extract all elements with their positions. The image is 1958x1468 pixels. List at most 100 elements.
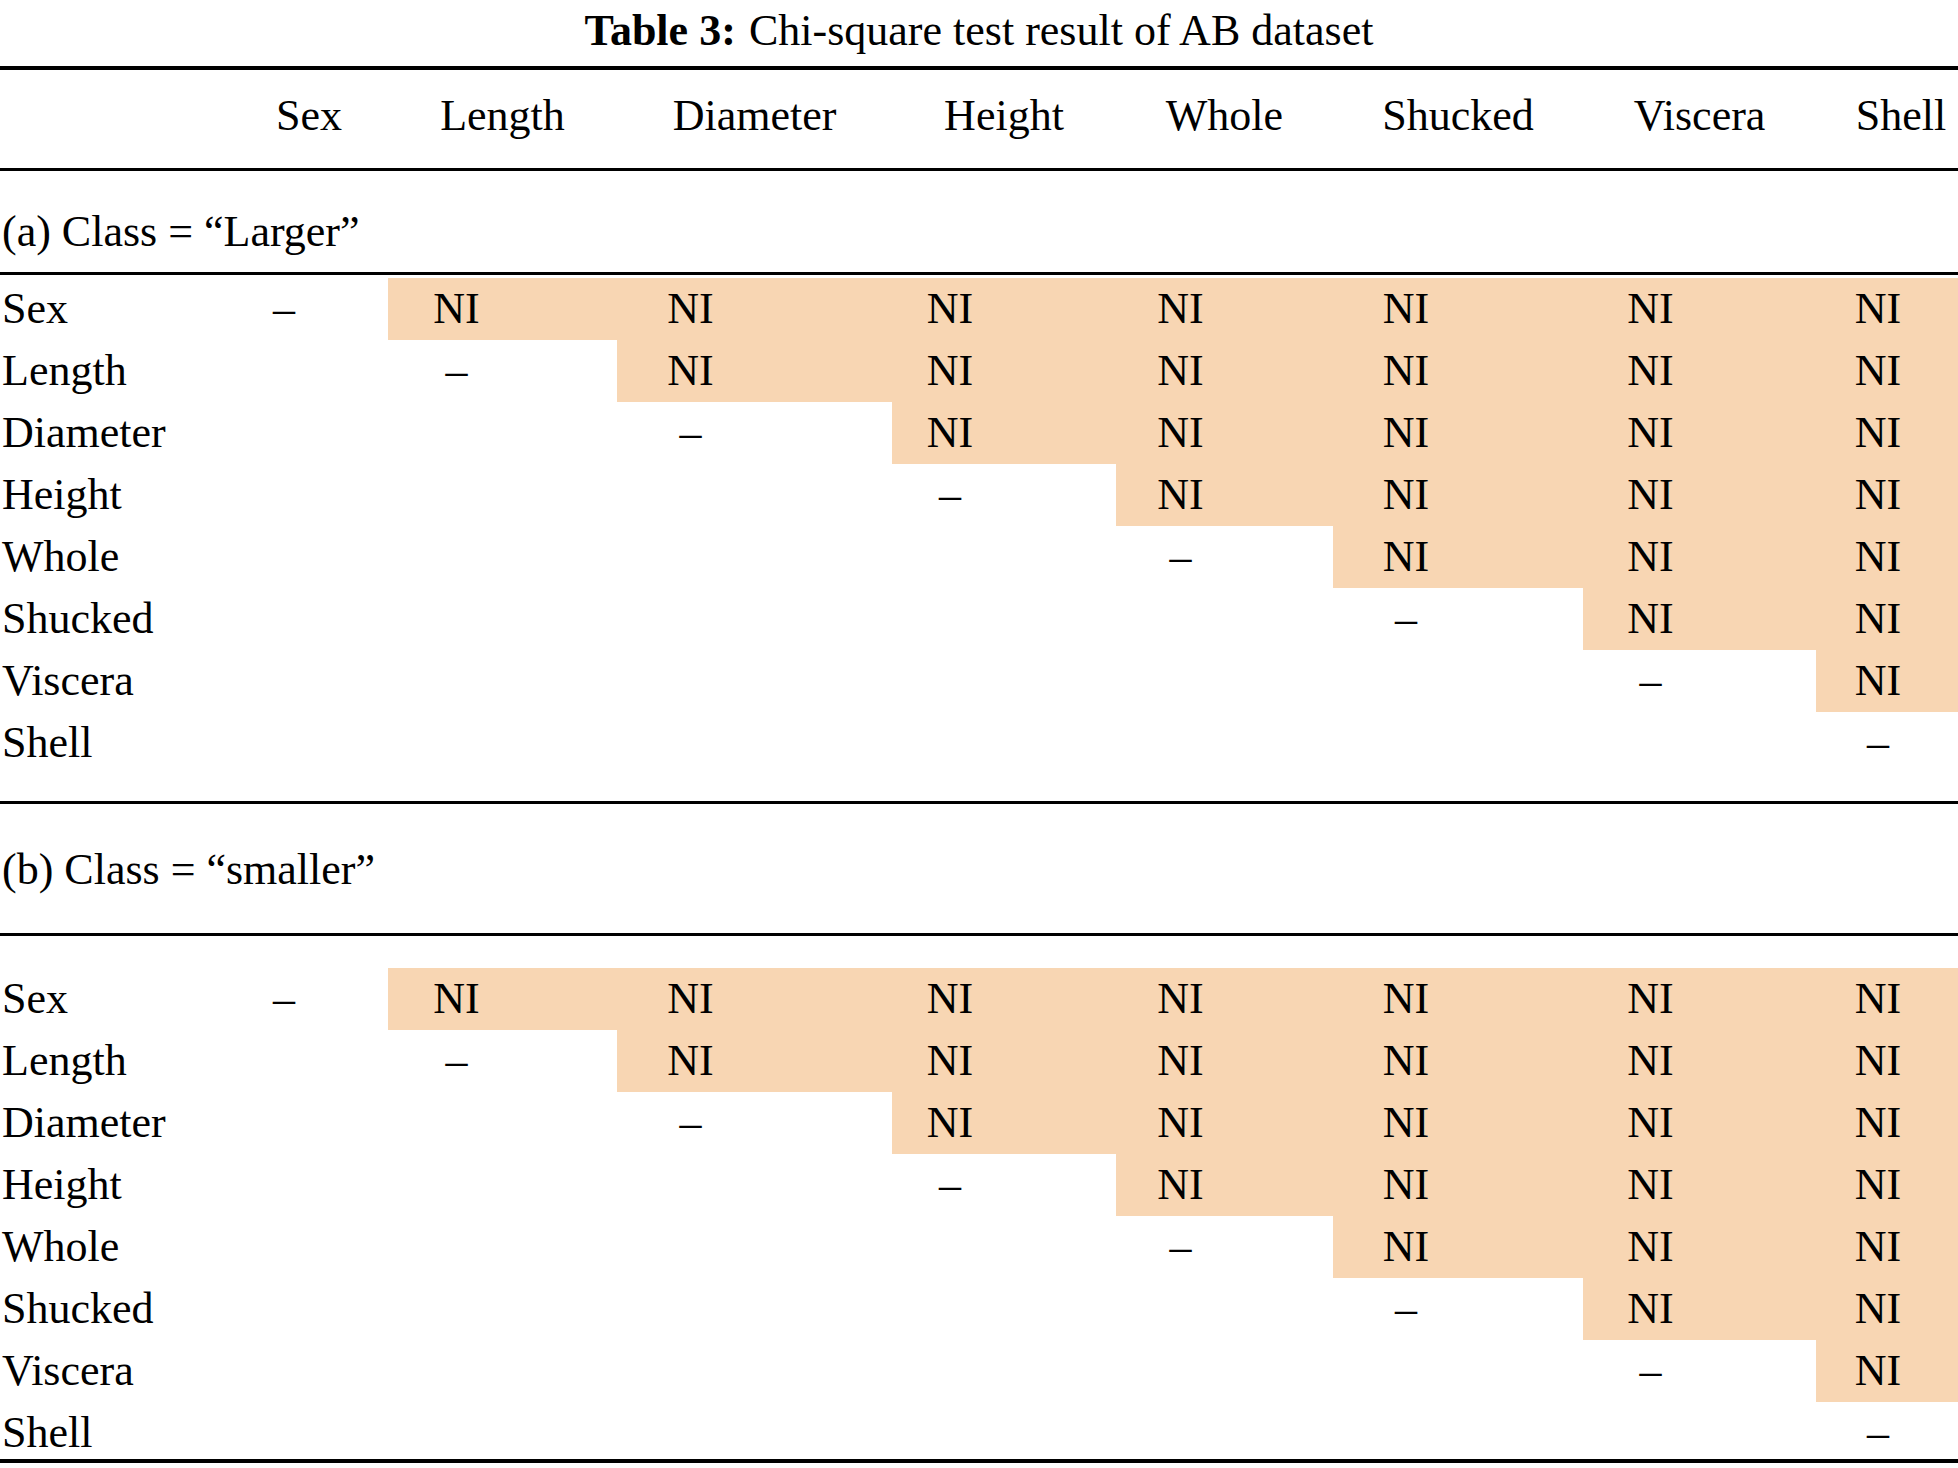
cell-empty: [190, 526, 388, 588]
table-caption-text: Chi-square test result of AB dataset: [749, 6, 1373, 55]
row-label: Whole: [0, 526, 190, 588]
matrix-row: Shell–: [0, 1402, 1958, 1464]
cell-not-independent: NI: [892, 1092, 1116, 1154]
cell-not-independent: NI: [1583, 1092, 1816, 1154]
cell-not-independent: NI: [1333, 968, 1583, 1030]
cell-not-independent: NI: [388, 968, 617, 1030]
cell-empty: [892, 1340, 1116, 1402]
row-label: Viscera: [0, 1340, 190, 1402]
row-label: Sex: [0, 968, 190, 1030]
paper-table-figure: Table 3: Chi-square test result of AB dat…: [0, 0, 1958, 1468]
row-label: Shell: [0, 1402, 190, 1464]
cell-not-independent: NI: [617, 968, 892, 1030]
cell-diagonal-dash: –: [892, 1154, 1116, 1216]
cell-diagonal-dash: –: [617, 1092, 892, 1154]
cell-empty: [190, 650, 388, 712]
cell-not-independent: NI: [1816, 1340, 1958, 1402]
matrix-row: Shucked–NINI: [0, 1278, 1958, 1340]
column-header-length: Length: [388, 88, 617, 144]
cell-empty: [1333, 1340, 1583, 1402]
matrix-row: Viscera–NI: [0, 1340, 1958, 1402]
column-header-diameter: Diameter: [617, 88, 892, 144]
cell-not-independent: NI: [892, 968, 1116, 1030]
table-caption: Table 3: Chi-square test result of AB dat…: [0, 2, 1958, 60]
cell-not-independent: NI: [892, 278, 1116, 340]
cell-not-independent: NI: [1116, 278, 1333, 340]
cell-empty: [892, 712, 1116, 774]
cell-empty: [1116, 1402, 1333, 1464]
table-number: Table 3:: [585, 6, 736, 55]
cell-empty: [190, 340, 388, 402]
cell-empty: [388, 402, 617, 464]
row-label: Height: [0, 464, 190, 526]
cell-empty: [190, 1030, 388, 1092]
matrix-row: Viscera–NI: [0, 650, 1958, 712]
cell-diagonal-dash: –: [1333, 588, 1583, 650]
cell-not-independent: NI: [1583, 402, 1816, 464]
cell-diagonal-dash: –: [190, 968, 388, 1030]
section-b-matrix: Sex–NININININININILength–NINININININIDia…: [0, 968, 1958, 1464]
cell-empty: [190, 1402, 388, 1464]
row-label: Height: [0, 1154, 190, 1216]
cell-not-independent: NI: [1816, 526, 1958, 588]
cell-not-independent: NI: [1116, 1092, 1333, 1154]
row-label: Diameter: [0, 402, 190, 464]
rule-bottom: [0, 1459, 1958, 1463]
cell-empty: [388, 1402, 617, 1464]
cell-not-independent: NI: [1333, 278, 1583, 340]
cell-not-independent: NI: [1583, 588, 1816, 650]
matrix-row: Shucked–NINI: [0, 588, 1958, 650]
cell-not-independent: NI: [1816, 402, 1958, 464]
row-label: Shell: [0, 712, 190, 774]
row-label: Length: [0, 340, 190, 402]
section-b-label: (b) Class = “smaller”: [2, 842, 375, 898]
cell-empty: [190, 1216, 388, 1278]
cell-not-independent: NI: [617, 1030, 892, 1092]
cell-not-independent: NI: [892, 1030, 1116, 1092]
cell-not-independent: NI: [1816, 1154, 1958, 1216]
cell-empty: [892, 1402, 1116, 1464]
cell-not-independent: NI: [1583, 278, 1816, 340]
cell-empty: [190, 1154, 388, 1216]
matrix-row: Sex–NININININININI: [0, 968, 1958, 1030]
cell-empty: [1116, 1278, 1333, 1340]
rule-section-a-bottom: [0, 801, 1958, 804]
row-label: Sex: [0, 278, 190, 340]
cell-empty: [1583, 712, 1816, 774]
matrix-row: Height–NINININI: [0, 1154, 1958, 1216]
row-label: Diameter: [0, 1092, 190, 1154]
cell-empty: [388, 712, 617, 774]
cell-empty: [617, 588, 892, 650]
cell-diagonal-dash: –: [892, 464, 1116, 526]
cell-empty: [190, 712, 388, 774]
cell-not-independent: NI: [1333, 1092, 1583, 1154]
cell-empty: [892, 588, 1116, 650]
cell-not-independent: NI: [1583, 526, 1816, 588]
cell-not-independent: NI: [1816, 1092, 1958, 1154]
cell-not-independent: NI: [1333, 526, 1583, 588]
cell-empty: [617, 1340, 892, 1402]
cell-diagonal-dash: –: [388, 1030, 617, 1092]
cell-not-independent: NI: [1116, 340, 1333, 402]
cell-diagonal-dash: –: [617, 402, 892, 464]
cell-empty: [892, 526, 1116, 588]
column-header-viscera: Viscera: [1583, 88, 1816, 144]
cell-not-independent: NI: [892, 402, 1116, 464]
cell-empty: [617, 712, 892, 774]
column-header-sex: Sex: [190, 88, 388, 144]
cell-not-independent: NI: [1583, 1030, 1816, 1092]
cell-empty: [190, 1278, 388, 1340]
cell-not-independent: NI: [1583, 340, 1816, 402]
cell-not-independent: NI: [1116, 464, 1333, 526]
cell-not-independent: NI: [1116, 1154, 1333, 1216]
cell-not-independent: NI: [617, 278, 892, 340]
cell-empty: [617, 1278, 892, 1340]
cell-empty: [190, 1092, 388, 1154]
cell-not-independent: NI: [1816, 650, 1958, 712]
header-row: Sex Length Diameter Height Whole Shucked…: [0, 88, 1958, 144]
matrix-row: Length–NINININININI: [0, 1030, 1958, 1092]
cell-not-independent: NI: [1583, 968, 1816, 1030]
cell-empty: [388, 1216, 617, 1278]
cell-not-independent: NI: [1816, 588, 1958, 650]
cell-empty: [1116, 588, 1333, 650]
